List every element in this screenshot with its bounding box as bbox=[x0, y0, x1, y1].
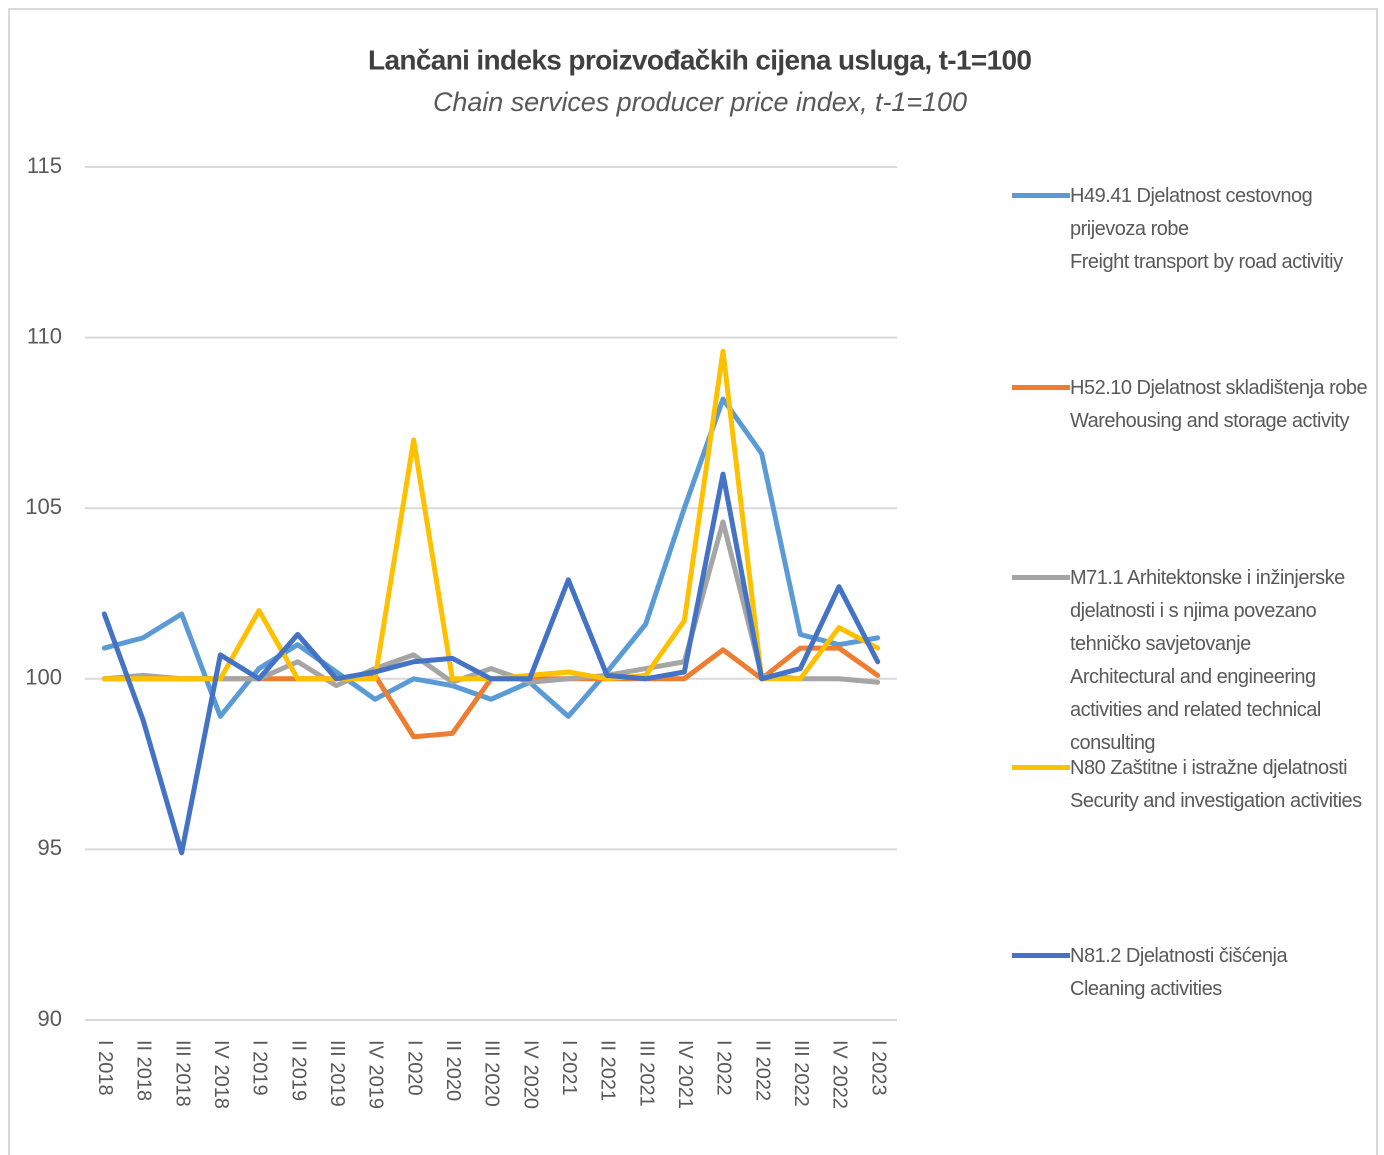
legend-label: M71.1 Arhitektonske i inžinjerske djelat… bbox=[1070, 567, 1345, 754]
legend-label: H52.10 Djelatnost skladištenja robe Ware… bbox=[1070, 377, 1368, 432]
x-tick-label: IV 2018 bbox=[210, 1040, 232, 1109]
legend-label: N80 Zaštitne i istražne djelatnosti Secu… bbox=[1070, 757, 1362, 812]
x-tick-label: II 2018 bbox=[133, 1040, 155, 1101]
series-line bbox=[101, 396, 881, 719]
chart-title: Lančani indeks proizvođačkih cijena uslu… bbox=[368, 44, 1032, 75]
x-tick-label: III 2018 bbox=[171, 1040, 193, 1107]
x-tick-label: II 2020 bbox=[442, 1040, 464, 1101]
legend-swatch bbox=[1012, 575, 1070, 580]
y-tick-label: 115 bbox=[27, 153, 62, 178]
y-tick-label: 105 bbox=[25, 494, 62, 519]
x-tick-label: IV 2021 bbox=[674, 1040, 696, 1109]
x-tick-label: I 2018 bbox=[94, 1040, 116, 1096]
legend-swatch bbox=[1012, 193, 1070, 198]
x-tick-label: I 2019 bbox=[249, 1040, 271, 1096]
x-tick-label: I 2021 bbox=[558, 1040, 580, 1096]
legend-swatch bbox=[1012, 765, 1070, 770]
legend-label: N81.2 Djelatnosti čišćenja Cleaning acti… bbox=[1070, 945, 1288, 1000]
chart-subtitle: Chain services producer price index, t-1… bbox=[433, 87, 967, 117]
y-tick-label: 90 bbox=[38, 1006, 62, 1031]
legend-swatch bbox=[1012, 385, 1070, 390]
x-tick-label: I 2023 bbox=[867, 1040, 889, 1096]
x-tick-label: III 2022 bbox=[790, 1040, 812, 1107]
chart-frame bbox=[8, 8, 1378, 1155]
x-tick-label: III 2019 bbox=[326, 1040, 348, 1107]
x-tick-label: II 2021 bbox=[597, 1040, 619, 1101]
series-line bbox=[101, 519, 881, 689]
series-line bbox=[101, 348, 881, 682]
x-tick-label: I 2022 bbox=[713, 1040, 735, 1096]
x-tick-label: IV 2019 bbox=[365, 1040, 387, 1109]
x-tick-label: II 2019 bbox=[287, 1040, 309, 1101]
x-tick-label: III 2020 bbox=[481, 1040, 503, 1107]
x-tick-label: III 2021 bbox=[635, 1040, 657, 1107]
y-tick-label: 110 bbox=[27, 323, 62, 348]
legend-label: H49.41 Djelatnost cestovnog prijevoza ro… bbox=[1070, 185, 1343, 273]
y-tick-label: 95 bbox=[38, 835, 62, 860]
x-tick-label: II 2022 bbox=[751, 1040, 773, 1101]
x-tick-label: IV 2020 bbox=[519, 1040, 541, 1109]
x-tick-label: I 2020 bbox=[403, 1040, 425, 1096]
series-line bbox=[101, 471, 881, 856]
x-tick-label: IV 2022 bbox=[829, 1040, 851, 1109]
legend-swatch bbox=[1012, 953, 1070, 958]
y-tick-label: 100 bbox=[25, 665, 62, 690]
